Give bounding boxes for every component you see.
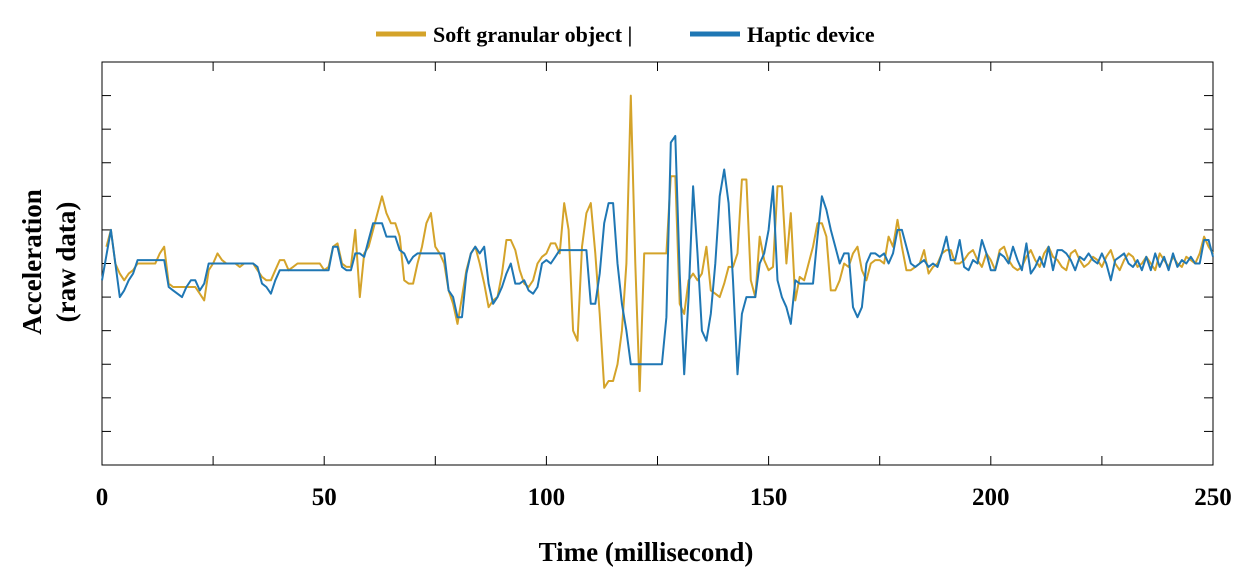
- y-axis: [102, 95, 1213, 432]
- legend-label-soft-granular-object: Soft granular object |: [433, 22, 632, 47]
- x-axis: 0 50 100 150 200 250: [96, 62, 1232, 511]
- plot-area-frame: [101, 61, 1214, 466]
- legend-label-haptic-device: Haptic device: [747, 22, 875, 47]
- x-tick-label: 100: [528, 484, 566, 511]
- y-axis-label-line1: Acceleration: [17, 189, 47, 334]
- x-tick-label: 200: [972, 484, 1010, 511]
- x-tick-label: 250: [1194, 484, 1232, 511]
- x-tick-label: 0: [96, 484, 109, 511]
- y-axis-label-line2: (raw data): [51, 202, 81, 323]
- legend: Soft granular object | Haptic device: [376, 22, 875, 47]
- series-line-soft-granular-object: [105, 94, 1214, 393]
- x-axis-label: Time (millisecond): [539, 537, 754, 567]
- x-tick-label: 50: [312, 484, 337, 511]
- series-layer: [101, 94, 1214, 393]
- x-tick-label: 150: [750, 484, 788, 511]
- series-line-haptic-device: [101, 134, 1214, 376]
